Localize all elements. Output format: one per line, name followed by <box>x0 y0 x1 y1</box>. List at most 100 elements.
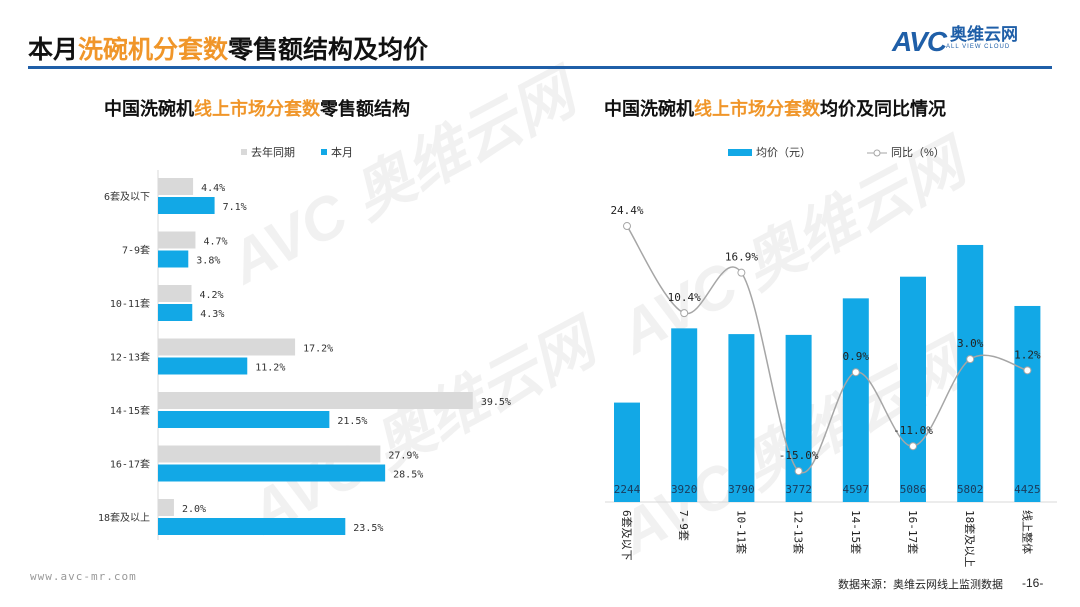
legend-avg-price: 均价（元） <box>756 147 811 159</box>
yoy-line <box>626 225 1028 474</box>
bar-value-label: 3920 <box>671 483 698 496</box>
t: 零售额结构 <box>320 99 410 119</box>
bar-last-year <box>158 231 196 249</box>
data-label: 11.2% <box>255 363 285 374</box>
bar-value-label: 5086 <box>900 483 927 496</box>
title-highlight: 洗碗机分套数 <box>78 36 229 64</box>
data-label: 4.2% <box>199 290 223 301</box>
legend-last-year: 去年同期 <box>251 147 295 159</box>
bar-avg-price <box>957 244 984 502</box>
right-legend: 均价（元） 同比（%） <box>728 144 945 160</box>
yoy-label: 24.4% <box>610 204 643 217</box>
logo-en: ALL VIEW CLOUD <box>946 44 1011 50</box>
title-text: 本月 <box>28 36 79 64</box>
legend-swatch-this-month <box>321 149 327 155</box>
yoy-point <box>851 368 860 377</box>
avc-logo: AVC 奥维云网 ALL VIEW CLOUD <box>892 26 1018 58</box>
t-hl: 线上市场分套数 <box>194 99 320 119</box>
data-label: 39.5% <box>481 397 511 408</box>
logo-mark: AVC <box>892 26 947 57</box>
yoy-label: -15.0% <box>779 449 819 462</box>
category-label: 线上整体 <box>1020 510 1034 554</box>
bar-last-year <box>158 392 473 409</box>
data-label: 27.9% <box>388 451 418 462</box>
bar-this-month <box>158 250 189 268</box>
yoy-label: 10.4% <box>668 291 701 304</box>
data-label: 28.5% <box>393 470 423 481</box>
legend-swatch-yoy <box>867 148 887 157</box>
bar-avg-price <box>785 334 812 502</box>
yoy-point <box>1023 366 1032 375</box>
bar-avg-price <box>614 402 640 502</box>
yoy-point <box>966 355 975 364</box>
yoy-label: 0.9% <box>843 350 870 363</box>
yoy-point <box>623 222 631 231</box>
category-label: 7-9套 <box>122 244 150 257</box>
bar-this-month <box>158 197 215 214</box>
category-label: 14-15套 <box>110 404 150 417</box>
category-label: 12-13套 <box>110 351 150 364</box>
title-text: 零售额结构及均价 <box>228 36 429 64</box>
left-chart-title: 中国洗碗机线上市场分套数零售额结构 <box>104 95 410 121</box>
data-source: 数据来源：奥维云网线上监测数据 <box>838 579 1003 591</box>
page-title: 本月洗碗机分套数零售额结构及均价 <box>28 30 428 66</box>
t: 中国洗碗机 <box>104 99 194 119</box>
bar-avg-price <box>1014 305 1041 502</box>
t-hl: 线上市场分套数 <box>694 99 820 119</box>
data-label: 4.7% <box>203 237 227 248</box>
t: 均价及同比情况 <box>820 99 946 119</box>
yoy-point <box>909 442 917 451</box>
yoy-point <box>794 467 803 476</box>
yoy-point <box>737 268 746 277</box>
data-label: 4.3% <box>200 309 224 320</box>
legend-this-month: 本月 <box>331 147 353 159</box>
logo-cn: 奥维云网 <box>950 25 1019 44</box>
yoy-label: 1.2% <box>1014 348 1041 361</box>
t: 中国洗碗机 <box>604 99 694 119</box>
legend-swatch-last-year <box>241 149 247 155</box>
header-divider <box>28 66 1052 69</box>
legend-swatch-avg-price <box>728 148 752 156</box>
bar-value-label: 2244 <box>614 483 641 496</box>
data-label: 17.2% <box>303 344 333 355</box>
page-number: -16- <box>1022 576 1044 590</box>
yoy-label: 3.0% <box>957 337 984 350</box>
data-label: 3.8% <box>196 256 220 267</box>
yoy-label: 16.9% <box>725 251 758 264</box>
category-label: 16-17套 <box>110 458 150 471</box>
bar-last-year <box>158 285 192 302</box>
category-label: 6套及以下 <box>620 510 633 561</box>
category-label: 12-13套 <box>792 510 805 554</box>
category-label: 18套及以上 <box>963 510 976 567</box>
data-label: 7.1% <box>223 202 247 213</box>
bar-this-month <box>158 518 346 535</box>
data-label: 23.5% <box>353 523 383 534</box>
category-label: 7-9套 <box>677 510 690 541</box>
yoy-point <box>680 309 689 318</box>
bar-last-year <box>158 499 174 516</box>
bar-this-month <box>158 357 248 375</box>
footer-url: www.avc-mr.com <box>30 570 137 583</box>
bar-last-year <box>158 338 296 356</box>
bar-this-month <box>158 464 386 482</box>
bar-last-year <box>158 178 194 195</box>
yoy-label: -11.0% <box>893 424 933 437</box>
legend-yoy: 同比（%） <box>891 147 945 159</box>
bar-avg-price <box>671 328 698 502</box>
bar-this-month <box>158 304 193 321</box>
data-label: 4.4% <box>201 183 225 194</box>
data-label: 21.5% <box>337 416 367 427</box>
bar-value-label: 4425 <box>1014 483 1041 496</box>
bar-value-label: 3790 <box>728 483 755 496</box>
right-chart-title: 中国洗碗机线上市场分套数均价及同比情况 <box>604 95 946 121</box>
bar-value-label: 5802 <box>957 483 984 496</box>
bar-value-label: 4597 <box>843 483 870 496</box>
bar-this-month <box>158 411 330 428</box>
bar-avg-price <box>900 276 926 502</box>
left-legend: 去年同期 本月 <box>241 144 353 160</box>
data-label: 2.0% <box>182 504 206 515</box>
category-label: 16-17套 <box>906 510 919 554</box>
bar-avg-price <box>842 298 869 502</box>
bar-avg-price <box>728 334 755 502</box>
